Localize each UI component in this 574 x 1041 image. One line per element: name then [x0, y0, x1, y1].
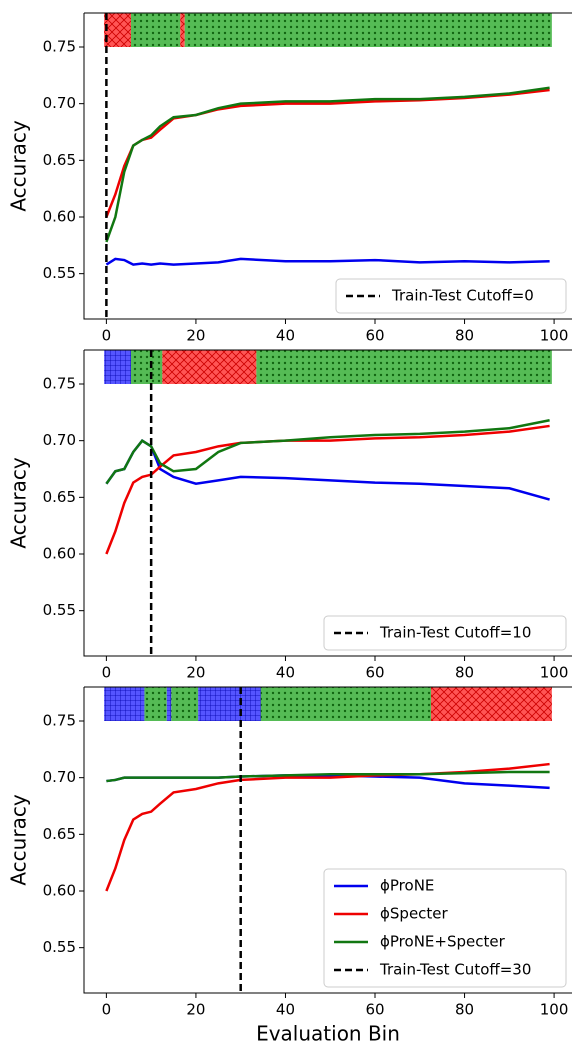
y-tick-label: 0.55: [43, 264, 76, 282]
legend-label: Train-Test Cutoff=10: [379, 624, 531, 642]
x-tick-label: 80: [455, 1001, 474, 1019]
axes-frame: [83, 686, 572, 994]
legend-label: ϕSpecter: [380, 905, 449, 923]
legend: Train-Test Cutoff=10: [323, 615, 567, 651]
legend-box: [323, 868, 567, 988]
y-tick-label: 0.55: [43, 601, 76, 619]
best-band-hatch: [171, 687, 199, 721]
x-tick-label: 20: [186, 664, 205, 682]
series-line: [105, 424, 550, 555]
y-tick-label: 0.55: [43, 938, 76, 956]
y-tick-label: 0.75: [43, 38, 76, 56]
y-axis-label: Accuracy: [7, 457, 31, 548]
y-tick-label: 0.70: [43, 94, 76, 112]
legend-box: [323, 615, 567, 651]
best-band-hatch: [166, 687, 172, 721]
best-band-hatch: [260, 687, 431, 721]
y-tick-label: 0.65: [43, 825, 76, 843]
x-tick-label: 0: [102, 327, 112, 345]
legend-label: Train-Test Cutoff=30: [379, 961, 531, 979]
y-tick-label: 0.60: [43, 545, 76, 563]
x-tick-label: 40: [276, 664, 295, 682]
y-tick-label: 0.75: [43, 375, 76, 393]
legend: Train-Test Cutoff=0: [335, 278, 567, 314]
legend-box: [335, 278, 567, 314]
best-band-hatch: [430, 687, 552, 721]
x-tick-label: 60: [365, 327, 384, 345]
best-band-hatch: [104, 350, 132, 384]
best-band-hatch: [131, 350, 163, 384]
series-line: [105, 88, 550, 218]
series-line: [105, 86, 550, 243]
x-tick-label: 20: [186, 327, 205, 345]
axes-frame: [83, 349, 572, 657]
series-line: [105, 257, 550, 266]
series-line: [105, 419, 550, 485]
x-tick-label: 80: [455, 327, 474, 345]
best-band-hatch: [184, 13, 552, 47]
series-line: [106, 770, 550, 783]
legend-label: ϕProNE+Specter: [380, 933, 506, 951]
x-tick-label: 40: [276, 1001, 295, 1019]
x-tick-label: 100: [540, 1001, 569, 1019]
best-band-hatch: [131, 13, 181, 47]
x-tick-label: 100: [540, 327, 569, 345]
y-tick-label: 0.65: [43, 151, 76, 169]
legend-label: ϕProNE: [380, 877, 434, 895]
x-tick-label: 20: [186, 1001, 205, 1019]
best-band-hatch: [256, 350, 552, 384]
y-axis-label: Accuracy: [7, 120, 31, 211]
legend-label: Train-Test Cutoff=0: [391, 287, 534, 305]
x-tick-label: 60: [365, 1001, 384, 1019]
x-tick-label: 80: [455, 664, 474, 682]
x-tick-label: 0: [102, 664, 112, 682]
y-tick-label: 0.70: [43, 431, 76, 449]
best-band-hatch: [104, 13, 132, 47]
best-band-hatch: [162, 350, 257, 384]
y-tick-label: 0.65: [43, 488, 76, 506]
best-band-hatch: [180, 13, 185, 47]
x-tick-label: 100: [540, 664, 569, 682]
x-axis-label: Evaluation Bin: [256, 1022, 400, 1041]
y-tick-label: 0.75: [43, 712, 76, 730]
y-tick-label: 0.70: [43, 768, 76, 786]
x-tick-label: 0: [102, 1001, 112, 1019]
best-band-hatch: [104, 687, 145, 721]
axes-frame: [83, 12, 572, 320]
best-band-hatch: [198, 687, 261, 721]
best-band-hatch: [144, 687, 167, 721]
legend: ϕProNE ϕSpecter ϕProNE+Specter Train-Test C…: [323, 868, 567, 988]
y-tick-label: 0.60: [43, 882, 76, 900]
y-axis-label: Accuracy: [7, 794, 31, 885]
x-tick-label: 40: [276, 327, 295, 345]
y-tick-label: 0.60: [43, 208, 76, 226]
x-tick-label: 60: [365, 664, 384, 682]
